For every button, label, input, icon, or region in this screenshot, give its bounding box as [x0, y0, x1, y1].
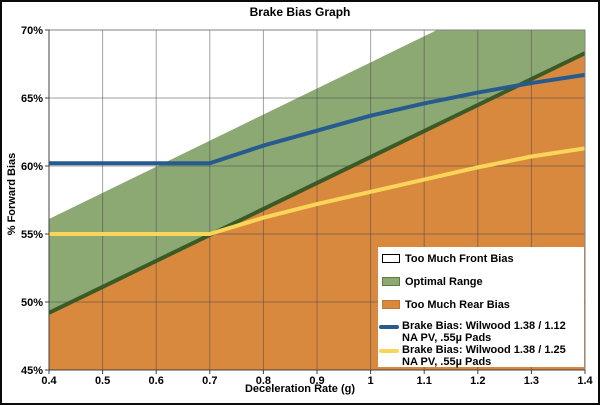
legend-item-wilwood-125: Brake Bias: Wilwood 1.38 / 1.25 NA PV, .…	[378, 344, 584, 368]
x-tick-label-1.2: 1.2	[470, 375, 485, 387]
legend-item-front-bias: Too Much Front Bias	[378, 247, 584, 270]
optimal-range-swatch	[382, 277, 400, 286]
legend-label-wilwood-125: Brake Bias: Wilwood 1.38 / 1.25 NA PV, .…	[402, 344, 566, 368]
legend-label-optimal-range: Optimal Range	[405, 275, 483, 288]
x-tick-label-1.4: 1.4	[577, 375, 593, 387]
y-tick-label-60: 60%	[21, 161, 43, 173]
x-tick-label-1.3: 1.3	[524, 375, 539, 387]
x-tick-label-1.1: 1.1	[417, 375, 432, 387]
x-tick-label-0.6: 0.6	[149, 375, 164, 387]
legend-item-optimal-range: Optimal Range	[378, 270, 584, 293]
x-tick-label-0.8: 0.8	[256, 375, 271, 387]
series-line-1	[49, 146, 585, 236]
y-axis-label: % Forward Bias	[6, 153, 18, 236]
x-tick-label-1: 1	[368, 375, 374, 387]
x-tick-label-0.7: 0.7	[202, 375, 217, 387]
legend-label-front-bias: Too Much Front Bias	[405, 252, 514, 265]
rear-bias-swatch	[382, 300, 400, 309]
legend-label-wilwood-112-line2: NA PV, .55µ Pads	[402, 331, 492, 344]
chart-title: Brake Bias Graph	[249, 5, 351, 19]
y-tick-label-70: 70%	[21, 25, 43, 37]
legend-label-wilwood-125-line1: Brake Bias: Wilwood 1.38 / 1.25	[402, 344, 566, 356]
wilwood-125-line-swatch	[379, 349, 399, 353]
legend-label-wilwood-112-line1: Brake Bias: Wilwood 1.38 / 1.12	[402, 320, 566, 332]
y-tick-label-55: 55%	[21, 229, 43, 241]
front-bias-swatch	[382, 254, 400, 263]
legend-item-wilwood-112: Brake Bias: Wilwood 1.38 / 1.12 NA PV, .…	[378, 320, 584, 344]
wilwood-112-line-swatch	[379, 325, 399, 329]
series-line-0	[49, 72, 585, 166]
legend: Too Much Front Bias Optimal Range Too Mu…	[378, 247, 584, 367]
y-tick-label-50: 50%	[21, 297, 43, 309]
x-tick-label-0.4: 0.4	[41, 375, 57, 387]
y-tick-label-65: 65%	[21, 93, 43, 105]
x-tick-label-0.5: 0.5	[95, 375, 110, 387]
y-tick-label-45: 45%	[21, 365, 43, 377]
legend-label-wilwood-112: Brake Bias: Wilwood 1.38 / 1.12 NA PV, .…	[402, 320, 566, 344]
legend-label-wilwood-125-line2: NA PV, .55µ Pads	[402, 355, 492, 368]
legend-item-rear-bias: Too Much Rear Bias	[378, 293, 584, 316]
x-tick-label-0.9: 0.9	[309, 375, 324, 387]
x-axis-label: Deceleration Rate (g)	[244, 383, 356, 395]
legend-label-rear-bias: Too Much Rear Bias	[405, 298, 510, 311]
